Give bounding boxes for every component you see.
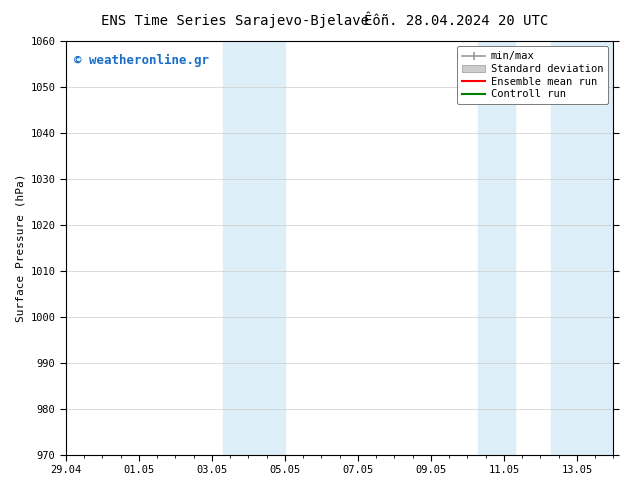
Bar: [479, 41, 515, 455]
Bar: [223, 41, 285, 455]
Text: ENS Time Series Sarajevo-Bjelave: ENS Time Series Sarajevo-Bjelave: [101, 14, 368, 28]
Text: © weatheronline.gr: © weatheronline.gr: [74, 53, 209, 67]
Text: Êôñ. 28.04.2024 20 UTC: Êôñ. 28.04.2024 20 UTC: [365, 14, 548, 28]
Bar: [552, 41, 614, 455]
Y-axis label: Surface Pressure (hPa): Surface Pressure (hPa): [15, 173, 25, 322]
Legend: min/max, Standard deviation, Ensemble mean run, Controll run: min/max, Standard deviation, Ensemble me…: [457, 46, 608, 104]
